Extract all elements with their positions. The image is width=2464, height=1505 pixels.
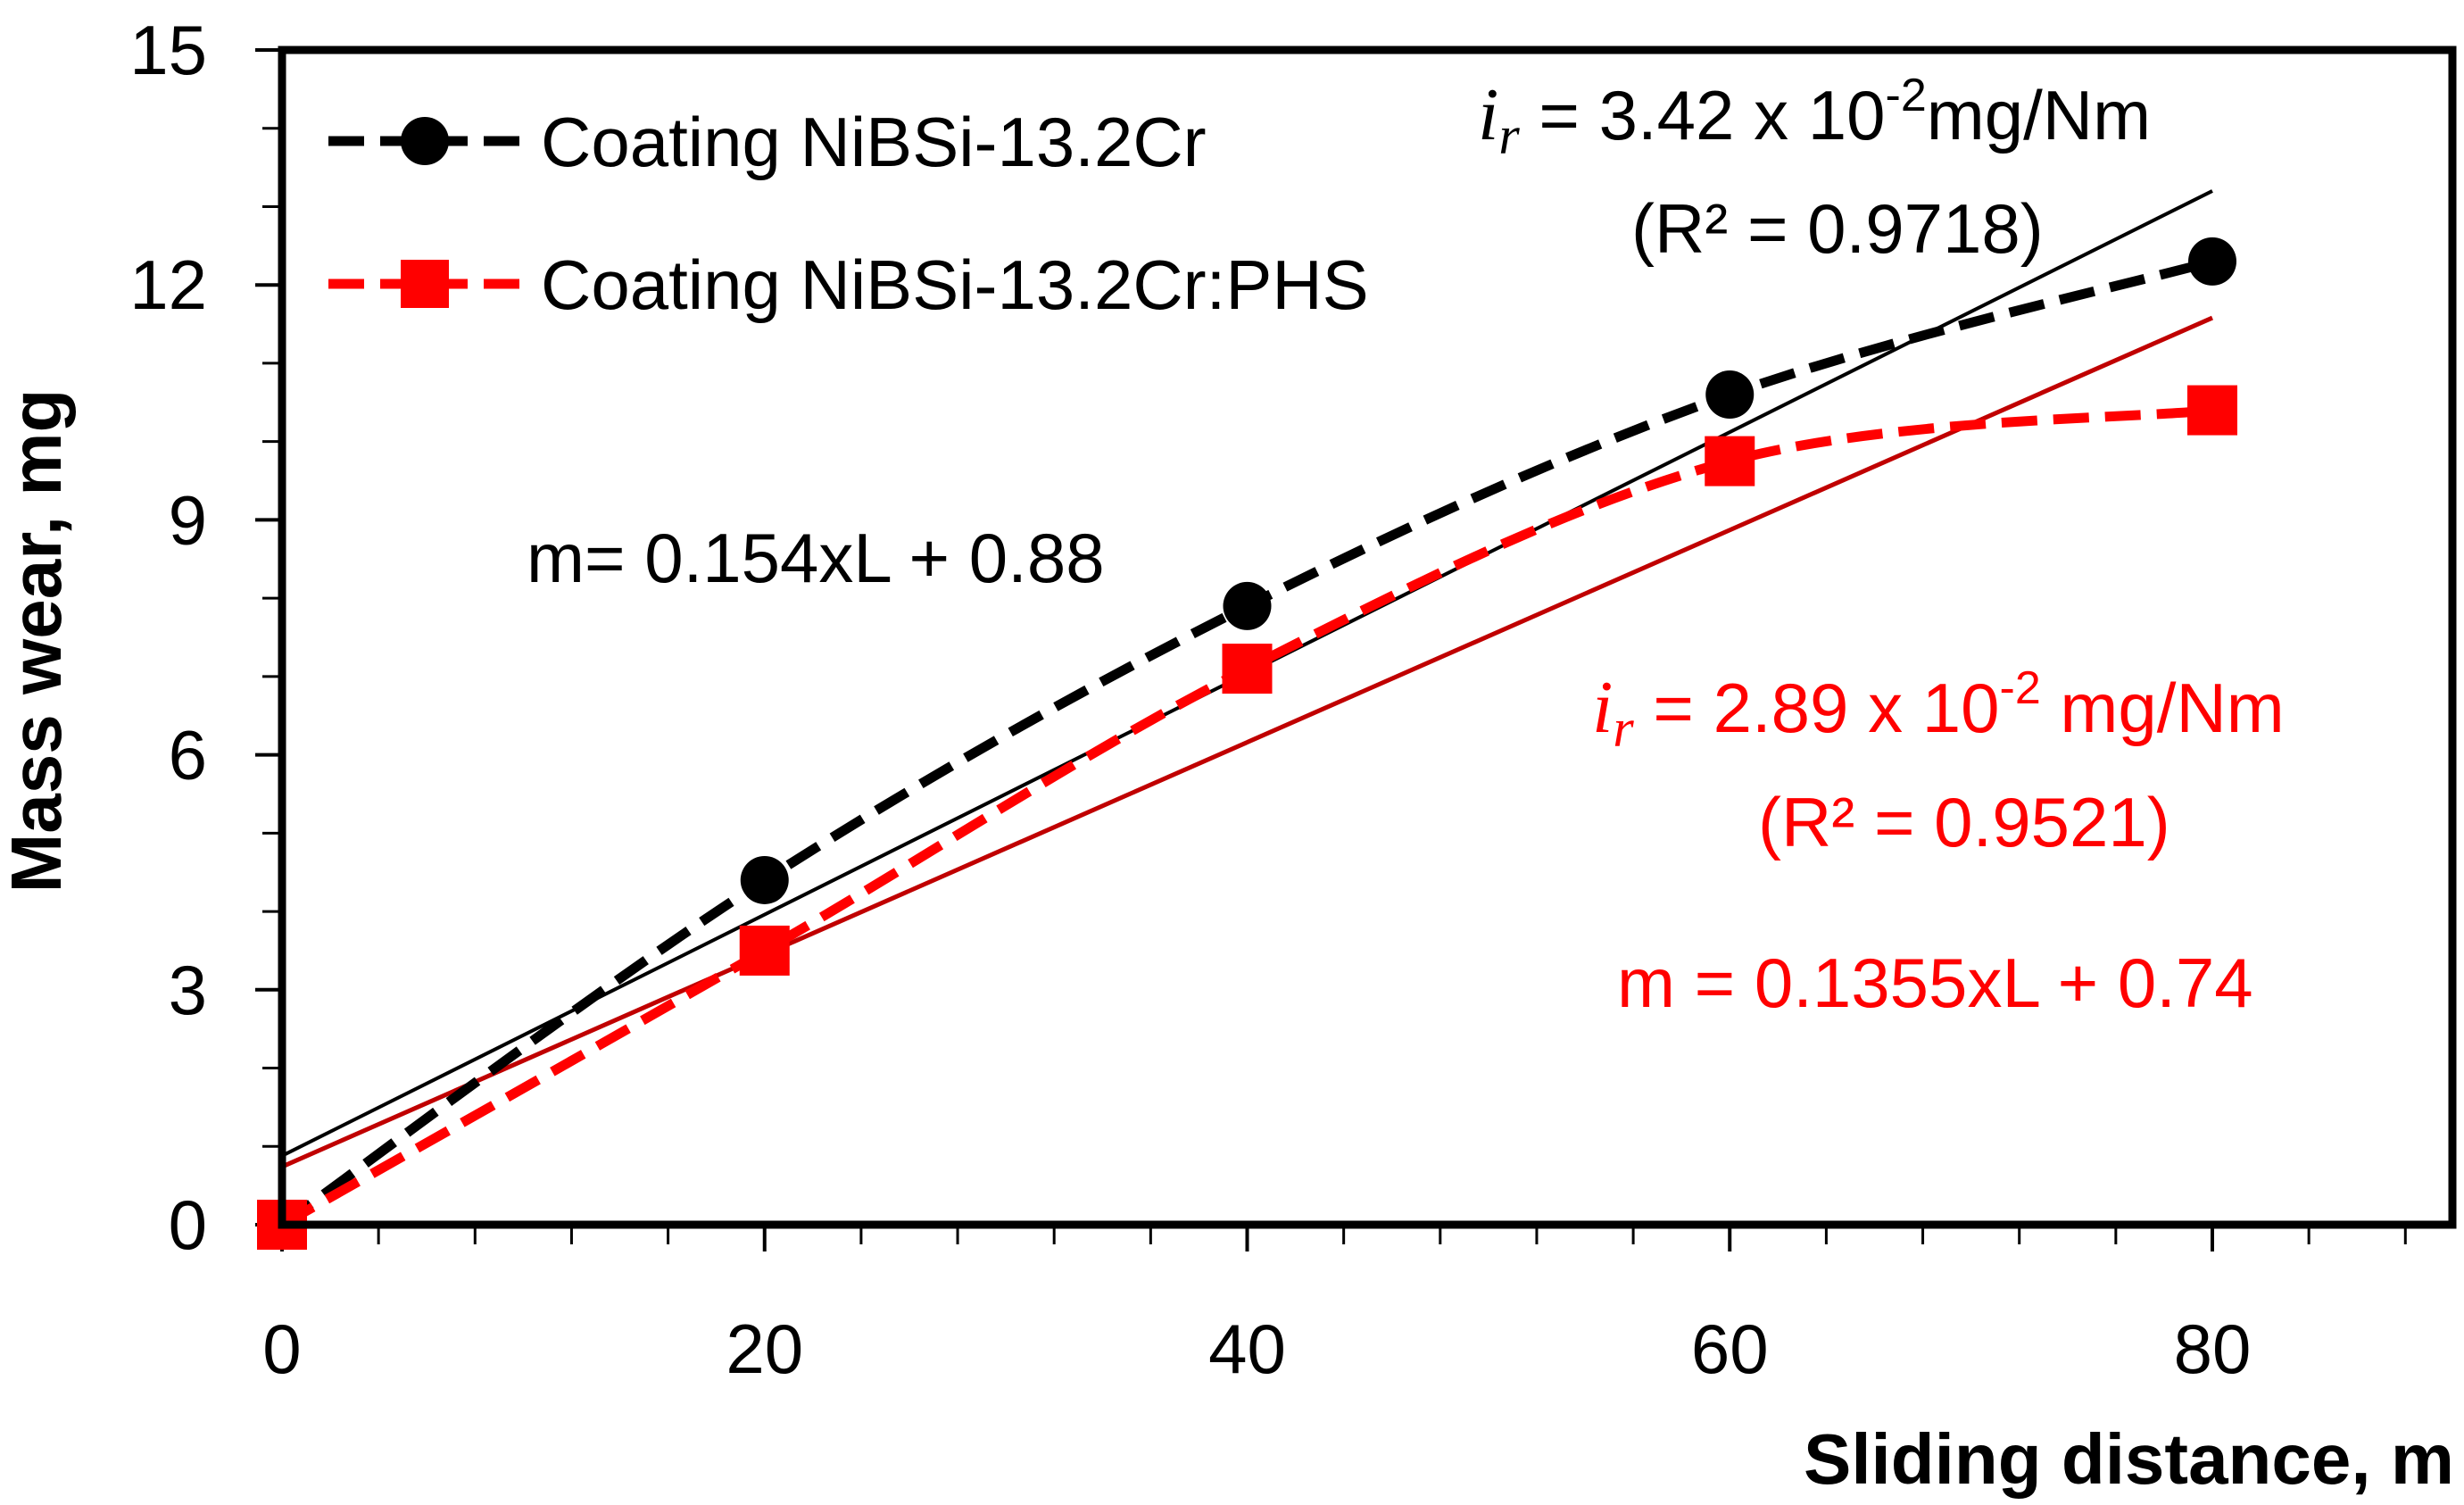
data-point-circle xyxy=(740,855,789,904)
data-point-circle xyxy=(1223,581,1272,630)
y-tick-label: 9 xyxy=(169,480,207,559)
y-tick-labels: 0 3 6 9 12 15 xyxy=(129,11,207,1264)
x-tick-label: 40 xyxy=(1208,1310,1286,1388)
y-tick-label: 3 xyxy=(169,951,207,1029)
annotation-black-wear-rate: ir = 3.42 x 10-2mg/Nm xyxy=(1478,70,2151,165)
data-point-square xyxy=(739,925,790,976)
x-tick-labels: 0 20 40 60 80 xyxy=(262,1310,2251,1388)
annotation-black-r2: (R² = 0.9718) xyxy=(1631,189,2044,268)
data-point-square xyxy=(1222,644,1273,694)
x-tick-label: 60 xyxy=(1691,1310,1769,1388)
data-point-square xyxy=(1705,436,1755,486)
data-point-circle xyxy=(2188,237,2236,286)
annotation-red-wear-rate: ir = 2.89 x 10-2 mg/Nm xyxy=(1592,662,2285,758)
annotation-red-r2: (R² = 0.9521) xyxy=(1758,783,2170,861)
legend-item-coating-phs: Coating NiBSi-13.2Cr:PHS xyxy=(328,245,1369,324)
y-tick-label: 6 xyxy=(169,716,207,794)
y-axis-title: Mass wear, mg xyxy=(0,389,76,894)
legend-item-coating-nibsi: Coating NiBSi-13.2Cr xyxy=(328,103,1207,181)
x-tick-label: 80 xyxy=(2174,1310,2252,1388)
legend-marker-circle-icon xyxy=(401,117,449,165)
annotation-red-equation: m = 0.1355xL + 0.74 xyxy=(1617,944,2253,1022)
y-tick-label: 15 xyxy=(129,11,207,89)
plot-area-border xyxy=(278,46,2457,1229)
legend-label-coating-nibsi: Coating NiBSi-13.2Cr xyxy=(541,103,1207,181)
data-point-circle xyxy=(1705,370,1755,420)
y-tick-label: 12 xyxy=(129,245,207,324)
x-axis-title: Sliding distance, m xyxy=(1804,1419,2454,1499)
legend-marker-square-icon xyxy=(401,260,449,308)
annotation-black-equation: m= 0.154xL + 0.88 xyxy=(527,519,1105,597)
legend-label-coating-phs: Coating NiBSi-13.2Cr:PHS xyxy=(541,245,1369,324)
annotation-red-rate: ir = 2.89 x 10-2 mg/Nm (R² = 0.9521) m =… xyxy=(1592,662,2285,1022)
x-tick-label: 20 xyxy=(726,1310,803,1388)
annotation-black-rate: ir = 3.42 x 10-2mg/Nm (R² = 0.9718) m= 0… xyxy=(527,70,2151,597)
legend: Coating NiBSi-13.2Cr Coating NiBSi-13.2C… xyxy=(328,103,1369,324)
data-point-square xyxy=(2187,385,2237,436)
trendline-coating-phs xyxy=(280,315,2214,1169)
y-tick-label: 0 xyxy=(169,1185,207,1264)
x-tick-label: 0 xyxy=(262,1310,301,1388)
